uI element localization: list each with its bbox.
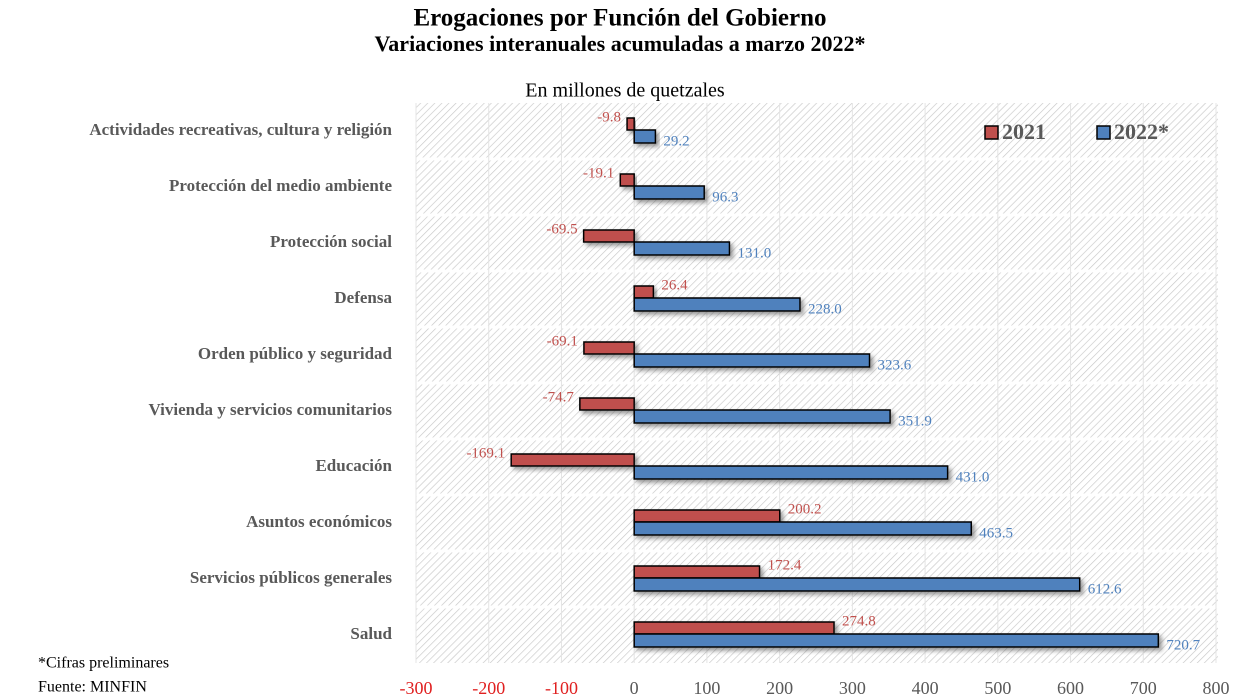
chart-title: Erogaciones por Función del Gobierno [413,5,826,32]
bar [633,353,871,368]
data-label: 26.4 [661,277,688,293]
chart-subtitle: Variaciones interanuales acumuladas a ma… [374,31,865,56]
legend-label: 2022* [1114,119,1169,144]
bar [579,397,635,411]
bar [633,565,761,579]
data-label: 431.0 [956,469,990,485]
data-label: 463.5 [979,525,1013,541]
data-label: 96.3 [712,189,738,205]
x-tick-label: 700 [1130,678,1157,698]
y-tick-label: Asuntos económicos [246,512,392,531]
legend-label: 2021 [1002,119,1046,144]
data-label: 323.6 [878,357,912,373]
data-label: 228.0 [808,301,842,317]
y-tick-label: Servicios públicos generales [190,568,392,587]
legend-swatch [1096,125,1111,140]
x-tick-label: 100 [693,678,720,698]
bar [626,117,635,131]
data-label: -9.8 [597,109,621,125]
unit-label: En millones de quetzales [525,80,725,102]
x-tick-label: -200 [472,678,505,698]
y-tick-label: Vivienda y servicios comunitarios [149,400,393,419]
bar [619,173,635,187]
y-tick-label: Actividades recreativas, cultura y relig… [89,120,392,139]
x-tick-label: 300 [839,678,866,698]
bar [633,633,1160,648]
data-label: 612.6 [1088,581,1122,597]
y-tick-label: Educación [315,456,392,475]
data-label: -74.7 [543,389,575,405]
bar [582,229,635,243]
data-label: -69.5 [546,221,577,237]
data-label: -169.1 [466,445,505,461]
x-tick-label: -100 [545,678,578,698]
y-tick-label: Protección social [270,232,392,251]
x-tick-label: 500 [984,678,1011,698]
y-tick-label: Salud [350,624,392,643]
bar [633,285,655,299]
bar [633,241,731,256]
x-tick-label: -300 [400,678,433,698]
y-tick-label: Protección del medio ambiente [169,176,392,195]
y-tick-label: Defensa [334,288,392,307]
data-label: 200.2 [788,501,822,517]
x-tick-label: 400 [912,678,939,698]
x-tick-label: 0 [630,678,639,698]
bar [633,521,973,536]
bar [510,453,635,467]
data-label: 172.4 [768,557,802,573]
x-tick-label: 200 [766,678,793,698]
bar [633,509,781,523]
bar [633,129,657,144]
data-label: 274.8 [842,613,876,629]
bar [633,465,949,480]
data-label: 351.9 [898,413,932,429]
x-tick-label: 800 [1203,678,1230,698]
data-label: -69.1 [547,333,578,349]
legend-swatch [984,125,999,140]
bar [583,341,635,355]
y-tick-label: Orden público y seguridad [198,344,393,363]
bar [633,621,835,635]
bar [633,409,891,424]
bar [633,297,801,312]
data-label: 720.7 [1166,637,1200,653]
data-label: 29.2 [663,133,689,149]
bar [633,577,1081,592]
note: Fuente: MINFIN [38,679,147,696]
bar [633,185,705,200]
x-tick-label: 600 [1057,678,1084,698]
data-label: -19.1 [583,165,614,181]
note: *Cifras preliminares [38,655,169,672]
data-label: 131.0 [737,245,771,261]
